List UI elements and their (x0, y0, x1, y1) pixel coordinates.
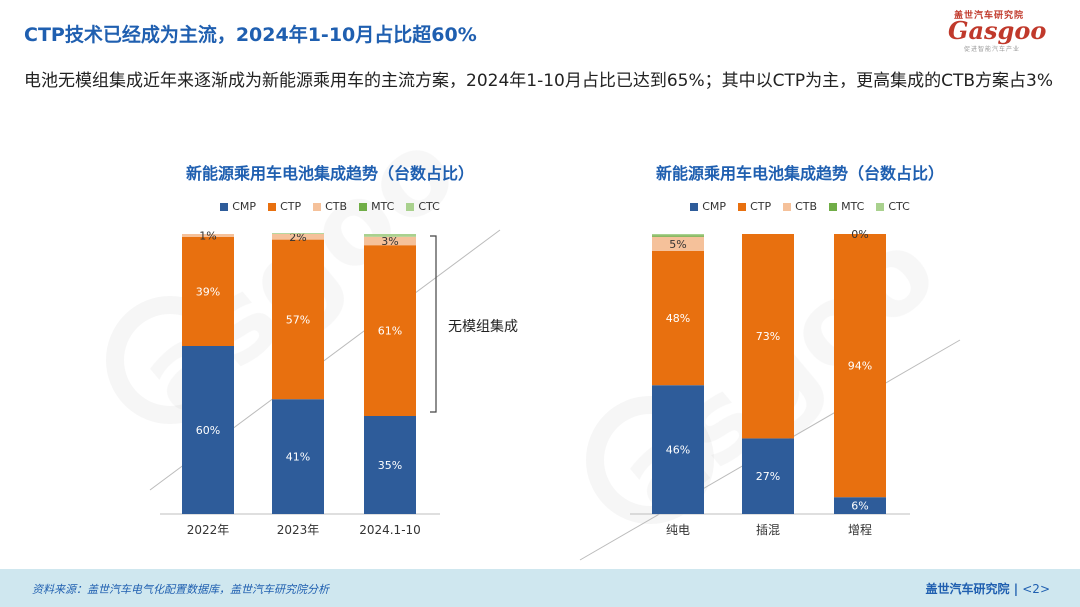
chart-right-data-label: 27% (756, 470, 780, 483)
chart-left-title: 新能源乘用车电池集成趋势（台数占比） (185, 164, 474, 183)
chart-left-data-label: 1% (199, 229, 216, 242)
chart-right-bar-cmp (652, 385, 704, 514)
chart-right-legend-label: MTC (841, 200, 865, 213)
footer-source: 资料来源：盖世汽车电气化配置数据库，盖世汽车研究院分析 (32, 583, 329, 596)
chart-right-legend-label: CMP (702, 200, 727, 213)
chart-left-annotation-bracket (430, 235, 437, 413)
chart-left-bar-ctp (364, 245, 416, 416)
chart-left: 新能源乘用车电池集成趋势（台数占比） CMP CTP CTB MTC CTC 60% 39… (120, 150, 540, 550)
chart-left-data-label: 3% (381, 235, 398, 248)
chart-right-data-label: 46% (666, 444, 690, 457)
chart-left-x-tick-label: 2023年 (277, 523, 320, 537)
chart-left-legend-label: MTC (371, 200, 395, 213)
footer-pager: 盖世汽车研究院 | <2> (925, 582, 1050, 596)
chart-left-data-label: 2% (289, 231, 306, 244)
chart-left-legend-item-ctp: CTP (268, 200, 301, 213)
gasgoo-logo: 盖世汽车研究院 Gasgoo 促进智能汽车产业 (940, 8, 1050, 53)
chart-left-legend-item-ctb: CTB (313, 200, 347, 213)
chart-left-bar-ctb (182, 234, 234, 237)
chart-left-legend-item-cmp: CMP (220, 200, 256, 213)
chart-left-bar-ctb (272, 234, 324, 240)
logo-cn-text: 盖世汽车研究院 (954, 11, 1025, 21)
chart-left-bar-cmp (182, 346, 234, 514)
chart-left-data-label: 60% (196, 424, 220, 437)
footer-bar: 资料来源：盖世汽车电气化配置数据库，盖世汽车研究院分析 盖世汽车研究院 | <2… (0, 569, 1080, 607)
chart-right-bar-mtc (652, 235, 704, 237)
chart-left-x-tick-label: 2022年 (187, 523, 230, 537)
chart-left-bar-ctc (364, 234, 416, 237)
chart-left-annotation-label: 无模组集成 (448, 318, 518, 335)
chart-right-legend-item-ctb: CTB (783, 200, 817, 213)
chart-right-legend-swatch (783, 202, 792, 211)
chart-left-legend-swatch (313, 202, 322, 211)
page-title: CTP技术已经成为主流，2024年1-10月占比超60% (24, 24, 477, 46)
chart-left-legend-label: CTC (418, 200, 440, 213)
page-number: <2> (1022, 582, 1050, 596)
chart-right-legend-label: CTC (888, 200, 910, 213)
chart-right-bar-ctp (742, 234, 794, 439)
chart-right-legend-swatch (876, 202, 885, 211)
chart-right-plot: 46% 48% 5% 纯电 27% 73% 插混 6% 94% 0% 增程 (630, 228, 910, 537)
chart-left-bar-cmp (272, 399, 324, 514)
chart-right-data-label: 48% (666, 312, 690, 325)
chart-right-bar-cmp (834, 497, 886, 514)
chart-right-legend-item-ctp: CTP (738, 200, 771, 213)
chart-left-data-label: 41% (286, 451, 310, 464)
logo-tagline: 促进智能汽车产业 (964, 46, 1021, 53)
chart-right-data-label: 5% (669, 238, 686, 251)
chart-left-legend-swatch (359, 202, 368, 211)
chart-left-legend-label: CMP (232, 200, 257, 213)
chart-left-bar-ctp (182, 236, 234, 346)
chart-right-legend-item-ctc: CTC (876, 200, 910, 213)
chart-right-data-label: 6% (851, 500, 868, 513)
chart-left-bar-ctb (364, 236, 416, 246)
chart-right-legend-swatch (829, 202, 838, 211)
chart-left-x-tick-label: 2024.1-10 (359, 523, 421, 537)
chart-left-plot: 60% 39% 1% 2022年 41% 57% 2% 2023年 35% 61% 3% 2024.1… (160, 229, 518, 537)
chart-right-data-label: 73% (756, 330, 780, 343)
chart-left-bar-ctc (272, 233, 324, 234)
chart-right-bar-ctb (652, 236, 704, 251)
chart-left-legend-swatch (220, 202, 229, 211)
chart-right-data-label: 94% (848, 360, 872, 373)
chart-left-legend-item-mtc: MTC (359, 200, 394, 213)
chart-right-bar-ctp (834, 234, 886, 498)
chart-right-bar-ctp (652, 250, 704, 386)
chart-left-legend-swatch (268, 202, 277, 211)
chart-right-x-tick-label: 纯电 (666, 523, 690, 537)
chart-left-legend-label: CTP (280, 200, 302, 213)
chart-right-bar-ctc (652, 234, 704, 236)
chart-left-bar-cmp (364, 416, 416, 514)
chart-left-bar-ctp (272, 239, 324, 400)
chart-right-title: 新能源乘用车电池集成趋势（台数占比） (655, 164, 944, 183)
chart-left-legend: CMP CTP CTB MTC CTC (120, 200, 540, 213)
chart-left-data-label: 57% (286, 313, 310, 326)
chart-right-x-tick-label: 插混 (756, 523, 780, 537)
chart-left-legend-swatch (406, 202, 415, 211)
chart-right-legend-label: CTB (795, 200, 818, 213)
chart-right-legend-swatch (738, 202, 747, 211)
chart-left-data-label: 35% (378, 459, 402, 472)
page-subtitle: 电池无模组集成近年来逐渐成为新能源乘用车的主流方案，2024年1-10月占比已达… (24, 71, 1054, 91)
chart-right-legend-swatch (690, 202, 699, 211)
chart-left-legend-item-ctc: CTC (406, 200, 440, 213)
footer-org: 盖世汽车研究院 (925, 582, 1010, 596)
chart-left-data-label: 61% (378, 325, 402, 338)
chart-right-bar-cmp (742, 438, 794, 514)
chart-right-legend: CMP CTP CTB MTC CTC (590, 200, 1010, 213)
chart-left-data-label: 39% (196, 285, 220, 298)
chart-right-legend-item-mtc: MTC (829, 200, 864, 213)
chart-left-legend-label: CTB (325, 200, 348, 213)
logo-en-text: Gasgoo (948, 16, 1047, 45)
chart-right: 新能源乘用车电池集成趋势（台数占比） CMP CTP CTB MTC CTC 46% 48… (590, 150, 1010, 550)
chart-right-legend-item-cmp: CMP (690, 200, 726, 213)
chart-right-x-tick-label: 增程 (848, 522, 872, 537)
chart-right-data-label: 0% (851, 228, 868, 241)
chart-right-legend-label: CTP (750, 200, 772, 213)
